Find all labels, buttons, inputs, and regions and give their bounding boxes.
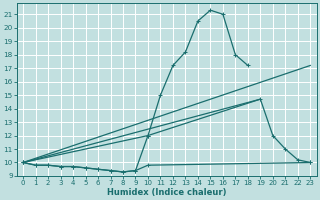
X-axis label: Humidex (Indice chaleur): Humidex (Indice chaleur) [107, 188, 227, 197]
